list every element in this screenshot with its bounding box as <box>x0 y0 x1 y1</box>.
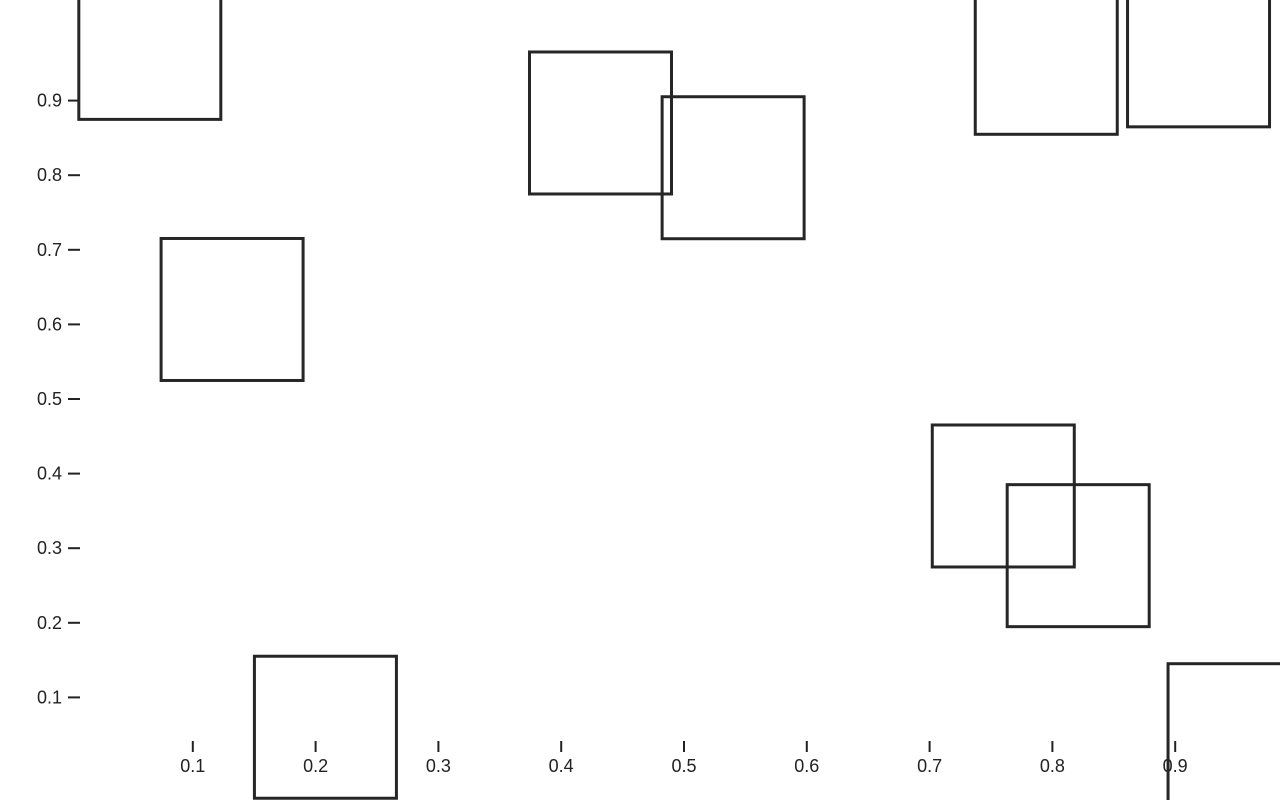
y-tick-label: 0.6 <box>37 314 62 334</box>
scatter-square-6 <box>930 423 1076 569</box>
scatter-square-9 <box>1126 0 1272 129</box>
x-tick-label: 0.9 <box>1163 756 1188 776</box>
plot-marks <box>77 0 1280 800</box>
scatter-square-2 <box>159 236 305 382</box>
y-tick-label: 0.2 <box>37 613 62 633</box>
y-tick-label: 0.1 <box>37 687 62 707</box>
scatter-square-4 <box>527 50 673 196</box>
y-tick-label: 0.5 <box>37 389 62 409</box>
scatter-square-5 <box>660 95 806 241</box>
y-tick-label: 0.7 <box>37 240 62 260</box>
scatter-square-1 <box>77 0 223 121</box>
x-tick-label: 0.7 <box>917 756 942 776</box>
x-tick-label: 0.8 <box>1040 756 1065 776</box>
x-tick-label: 0.3 <box>426 756 451 776</box>
y-tick-label: 0.4 <box>37 464 62 484</box>
x-tick-label: 0.6 <box>794 756 819 776</box>
x-tick-label: 0.4 <box>549 756 574 776</box>
y-axis: 0.1 0.2 0.3 0.4 0.5 0.6 0.7 0.8 0.9 <box>37 91 80 707</box>
scatter-square-7 <box>1005 483 1151 629</box>
x-tick-label: 0.2 <box>303 756 328 776</box>
x-tick-label: 0.1 <box>180 756 205 776</box>
x-axis: 0.1 0.2 0.3 0.4 0.5 0.6 0.7 0.8 0.9 <box>180 741 1188 776</box>
y-tick-label: 0.3 <box>37 538 62 558</box>
scatter-square-3 <box>252 654 398 800</box>
y-tick-label: 0.8 <box>37 165 62 185</box>
scatter-square-10 <box>1166 662 1280 800</box>
scatter-square-8 <box>973 0 1119 136</box>
y-tick-label: 0.9 <box>37 91 62 111</box>
x-tick-label: 0.5 <box>671 756 696 776</box>
